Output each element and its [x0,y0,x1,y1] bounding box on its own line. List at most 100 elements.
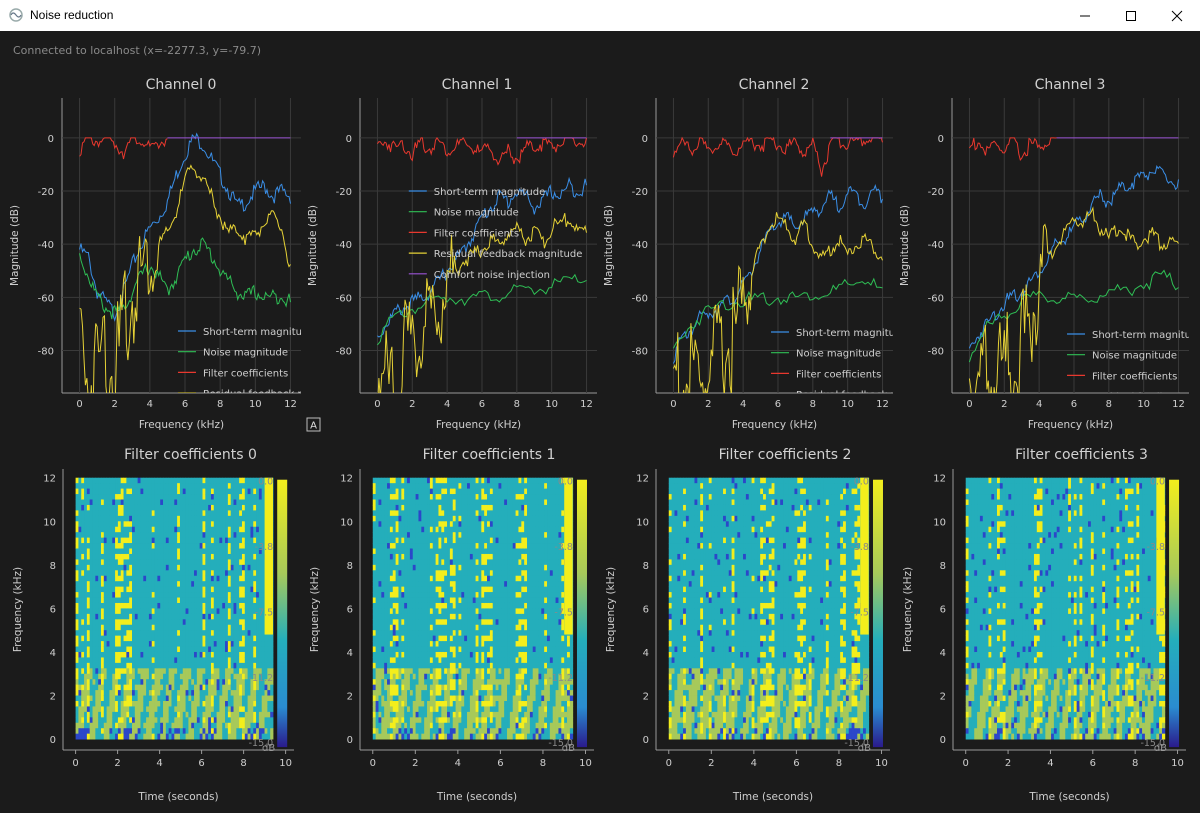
heatmap-cell [418,570,422,577]
minimize-button[interactable] [1062,0,1108,31]
heatmap-cell [375,630,379,637]
heatmap-cell [140,690,144,696]
heatmap-cell [182,602,186,609]
heatmap-cell [185,586,189,593]
maximize-button[interactable] [1108,0,1154,31]
heatmap-cell [372,592,377,598]
heatmap-cell [179,657,184,664]
heatmap-cell [244,684,249,691]
heatmap-cell [132,711,136,718]
heatmap-cell [412,592,417,598]
heatmap-cell [160,630,164,637]
heatmap-cell [404,635,408,642]
heatmap-cell [171,483,175,490]
heatmap-cell [398,537,402,544]
heatmap-cell [418,586,422,593]
heatmap-cell [270,657,274,664]
heatmap-cell [205,504,209,511]
heatmap-cell [98,526,102,533]
heatmap-cell [146,646,150,653]
heatmap-cell [120,711,124,718]
heatmap-cell [143,717,147,724]
heatmap-cell [244,668,249,675]
heatmap-cell [213,494,217,500]
heatmap-cell [387,592,391,598]
heatmap-cell [123,728,127,735]
heatmap-cell [143,510,147,517]
heatmap-cell [168,690,172,696]
heatmap-cell [415,499,419,506]
heatmap-cell [449,526,454,533]
heatmap-cell [179,570,184,577]
heatmap-cell [95,624,99,631]
heatmap-cell [106,499,110,506]
legend-entry: Comfort noise injection [434,270,550,281]
heatmap-cell [208,717,212,724]
heatmap-cell [143,673,147,680]
heatmap-cell [188,570,192,577]
heatmap-cell [210,722,215,729]
heatmap-cell [160,646,164,653]
heatmap-cell [429,499,434,506]
heatmap-cell [225,646,229,653]
heatmap-cell [84,651,88,658]
heatmap-cell [421,499,425,506]
heatmap-cell [112,695,116,702]
heatmap-cell [92,679,96,686]
heatmap-cell [92,510,96,517]
heatmap-cell [208,684,212,691]
heatmap-cell [89,564,93,571]
heatmap-cell [261,499,265,506]
heatmap-cell [241,553,246,560]
heatmap-cell [103,641,108,647]
heatmap-cell [241,570,246,577]
heatmap-cell [398,613,402,620]
heatmap-cell [171,717,175,724]
heatmap-cell [137,543,141,549]
heatmap-cell [447,695,451,702]
heatmap-cell [179,564,184,571]
heatmap-cell [202,559,206,566]
heatmap-cell [429,494,434,500]
heatmap-cell [95,559,99,566]
auto-range-box[interactable] [306,417,321,432]
heatmap-cell [154,717,158,724]
heatmap-cell [256,679,260,686]
close-button[interactable] [1154,0,1200,31]
heatmap-cell [112,619,116,626]
heatmap-cell [163,733,167,740]
heatmap-cell [98,662,102,669]
heatmap-cell [115,504,119,511]
heatmap-cell [199,706,203,713]
heatmap-cell [78,581,82,588]
heatmap-cell [163,597,167,604]
heatmap-cell [89,592,93,598]
auto-range-button[interactable]: A [306,417,321,432]
heatmap-cell [438,679,442,686]
heatmap-cell [140,608,144,615]
heatmap-cell [98,559,102,566]
heatmap-cell [171,700,175,707]
heatmap-cell [435,641,439,647]
heatmap-cell [112,543,116,549]
heatmap-cell [185,504,189,511]
heatmap-cell [84,706,88,713]
heatmap-cell [424,722,428,729]
heatmap-cell [123,684,127,691]
heatmap-cell [174,690,178,696]
heatmap-cell [143,532,147,539]
heatmap-cell [100,537,105,544]
heatmap-cell [163,662,167,669]
heatmap-cell [438,581,442,588]
heatmap-cell [441,510,445,517]
heatmap-cell [404,700,408,707]
heatmap-cell [196,733,201,740]
heatmap-cell [441,662,445,669]
heatmap-cell [239,684,243,691]
heatmap-cell [126,706,130,713]
heatmap-cell [233,700,237,707]
heatmap-cell [123,695,127,702]
heatmap-cell [205,630,209,637]
heatmap-cell [407,662,411,669]
heatmap-cell [208,548,212,555]
